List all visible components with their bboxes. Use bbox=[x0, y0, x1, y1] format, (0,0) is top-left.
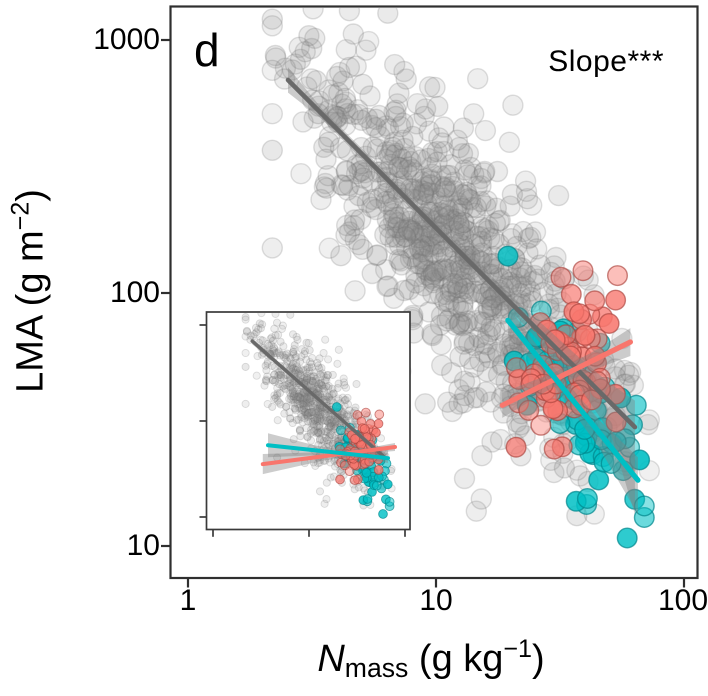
y-title-superscript: −2 bbox=[6, 201, 35, 231]
x-tick-label-10: 10 bbox=[419, 584, 453, 617]
x-title-superscript: −1 bbox=[503, 635, 532, 664]
y-axis-title: LMA (g m−2) bbox=[6, 189, 53, 393]
y-tick-label-1000: 1000 bbox=[93, 23, 160, 56]
trend-line-group-cyan bbox=[266, 443, 390, 461]
y-title-text: LMA (g m bbox=[9, 230, 52, 393]
main-regressions bbox=[285, 67, 641, 515]
trend-line-group-red bbox=[499, 339, 634, 408]
slope-significance-annotation: Slope*** bbox=[548, 45, 664, 78]
y-tick-label-10: 10 bbox=[126, 529, 160, 562]
x-title-subscript: mass bbox=[344, 652, 409, 683]
inset-regressions bbox=[250, 338, 397, 475]
x-tick-label-1: 1 bbox=[179, 584, 197, 617]
x-title-unit: (g kg bbox=[408, 638, 504, 680]
x-axis-title: Nmass (g kg−1) bbox=[317, 635, 545, 683]
x-tick-label-100: 100 bbox=[657, 584, 708, 617]
axis-tick-marks bbox=[161, 38, 686, 588]
panel-border bbox=[169, 5, 699, 580]
points-all-species-gray bbox=[241, 313, 396, 510]
inset-plot bbox=[199, 311, 411, 537]
x-title-symbol: N bbox=[317, 638, 345, 680]
trend-line-all-species-gray bbox=[250, 339, 386, 458]
inset-scatter bbox=[241, 313, 396, 519]
x-title-close: ) bbox=[531, 638, 545, 680]
panel-label: d bbox=[194, 24, 220, 76]
y-tick-label-100: 100 bbox=[109, 276, 160, 309]
trend-line-group-cyan bbox=[505, 317, 641, 483]
inset-tick-marks bbox=[199, 324, 406, 537]
y-title-close: ) bbox=[9, 189, 52, 202]
trend-line-group-red bbox=[260, 445, 397, 467]
